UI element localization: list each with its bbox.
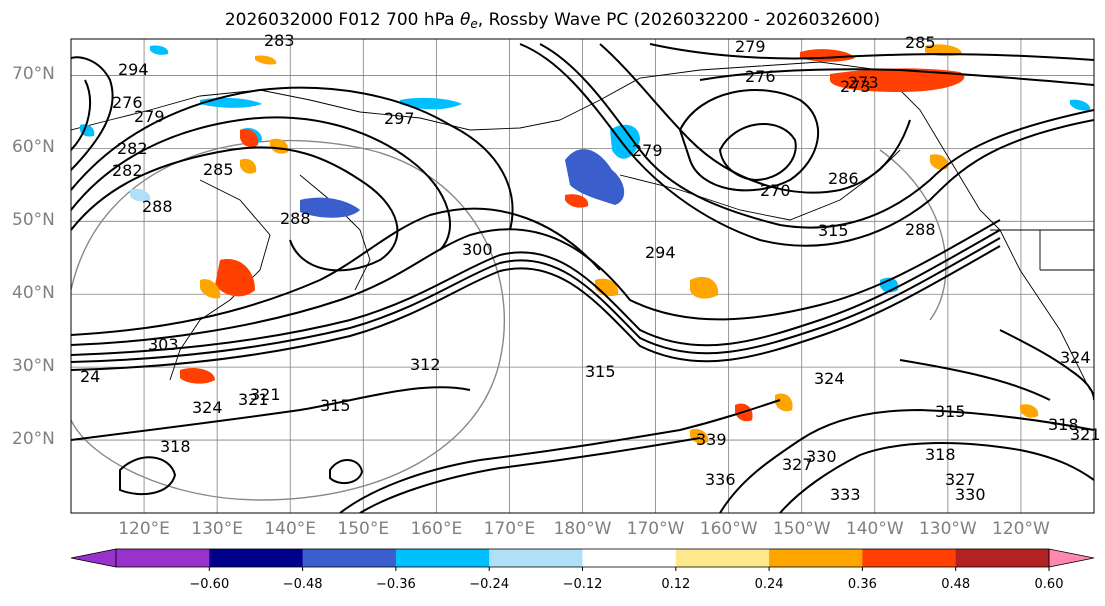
- contour-label: 327: [782, 455, 813, 474]
- colorbar-segment: [675, 549, 770, 567]
- colorbar-tick-label: −0.12: [562, 577, 603, 592]
- contour-label: 336: [705, 470, 736, 489]
- colorbar-extend-low: [70, 548, 117, 568]
- colorbar-tick-label: −0.60: [189, 577, 230, 592]
- colorbar-segment: [116, 549, 210, 567]
- contour-label: 321: [1070, 425, 1101, 444]
- latitude-label: 60°N: [12, 137, 55, 158]
- contour-label: 318: [160, 437, 191, 456]
- colorbar-tick-label: 0.60: [1034, 577, 1064, 592]
- latitude-label: 20°N: [12, 429, 55, 450]
- colorbar-tick-label: 0.48: [941, 577, 971, 592]
- colorbar-segment: [209, 549, 304, 567]
- contour-label: 279: [735, 37, 766, 56]
- longitude-label: 120°W: [992, 519, 1050, 539]
- colorbar-tick-label: 0.24: [754, 577, 784, 592]
- contour-labels: 2792762732732852972882882822852702943003…: [80, 31, 1101, 504]
- contour-label: 312: [410, 355, 441, 374]
- longitude-label: 140°E: [264, 519, 317, 539]
- contour-label: 279: [134, 107, 165, 126]
- latitude-label: 30°N: [12, 356, 55, 377]
- longitude-label: 130°E: [191, 519, 243, 539]
- longitude-label: 150°W: [772, 519, 831, 539]
- colorbar-extend-high: [1048, 548, 1095, 568]
- longitude-label: 180°W: [553, 519, 612, 539]
- longitude-label: 170°W: [626, 519, 685, 539]
- contour-label: 282: [117, 139, 148, 158]
- contour-label: 315: [585, 362, 616, 381]
- contour-label: 330: [806, 447, 837, 466]
- colorbar-segment: [862, 549, 957, 567]
- contour-label: 324: [1060, 348, 1091, 367]
- contour-label: 330: [955, 485, 986, 504]
- reference-circles: [71, 139, 947, 501]
- contour-label: 339: [696, 430, 727, 449]
- colorbar-tick-label: 0.12: [661, 577, 691, 592]
- contour-label: 273: [848, 73, 879, 92]
- contour-label: 300: [462, 240, 493, 259]
- colorbar-segment: [395, 549, 490, 567]
- colorbar-segment: [955, 549, 1050, 567]
- colorbar: [70, 548, 1095, 571]
- colorbar-segment: [582, 549, 677, 567]
- contour-label: 303: [148, 335, 179, 354]
- contour-label: 324: [192, 398, 223, 417]
- theta-e-contours: [71, 43, 1094, 513]
- contour-label: 282: [112, 161, 143, 180]
- contour-label: 315: [320, 396, 351, 415]
- contour-label: 285: [905, 33, 936, 52]
- colorbar-tick-label: −0.48: [282, 577, 323, 592]
- contour-label: 286: [828, 169, 859, 188]
- anomaly-patches: [80, 44, 1091, 444]
- longitude-label: 160°W: [699, 519, 758, 539]
- longitude-label: 140°W: [845, 519, 904, 539]
- contour-label: 318: [1048, 415, 1079, 434]
- latitude-label: 50°N: [12, 210, 55, 231]
- contour-label: 294: [118, 60, 149, 79]
- contour-label: 273: [840, 77, 871, 96]
- longitude-label: 150°E: [337, 519, 390, 539]
- longitude-label: 120°E: [118, 519, 170, 539]
- longitude-label: 170°E: [483, 519, 536, 539]
- colorbar-tick-label: −0.36: [375, 577, 416, 592]
- latitude-label: 40°N: [12, 283, 55, 304]
- contour-label: 327: [945, 470, 976, 489]
- contour-label: 318: [925, 445, 956, 464]
- contour-label: 288: [905, 220, 936, 239]
- latitude-label: 70°N: [12, 64, 55, 85]
- contour-label: 24: [80, 367, 100, 386]
- contour-label: 270: [760, 181, 791, 200]
- colorbar-segment: [769, 549, 863, 567]
- contour-label: 279: [632, 141, 663, 160]
- colorbar-tick-label: 0.36: [847, 577, 877, 592]
- contour-label: 285: [203, 160, 234, 179]
- colorbar-segment: [302, 549, 397, 567]
- contour-label: 283: [264, 31, 295, 50]
- colorbar-segment: [489, 549, 583, 567]
- contour-label: 315: [935, 402, 966, 421]
- contour-label: 288: [280, 209, 311, 228]
- contour-label: 333: [830, 485, 861, 504]
- contour-label: 297: [384, 109, 415, 128]
- contour-label: 321: [250, 385, 281, 404]
- longitude-label: 130°W: [918, 519, 977, 539]
- contour-label: 294: [645, 243, 676, 262]
- chart-title: 2026032000 F012 700 hPa θe, Rossby Wave …: [224, 10, 881, 31]
- contour-label: 276: [745, 67, 776, 86]
- contour-label: 315: [818, 221, 849, 240]
- contour-label: 276: [112, 93, 143, 112]
- longitude-label: 160°E: [410, 519, 463, 539]
- contour-label: 321: [238, 390, 269, 409]
- contour-label: 324: [814, 369, 845, 388]
- map-border: [70, 38, 1095, 514]
- contour-label: 288: [142, 197, 173, 216]
- colorbar-tick-label: −0.24: [469, 577, 510, 592]
